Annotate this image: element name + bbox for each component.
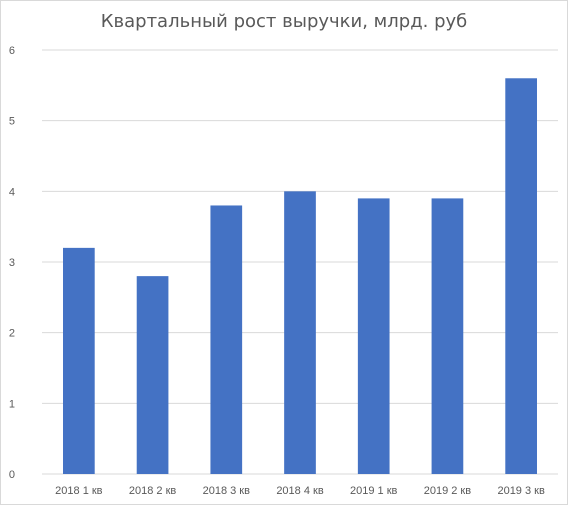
y-tick-label: 6	[9, 45, 15, 57]
x-tick-label: 2019 3 кв	[497, 485, 545, 497]
bar	[210, 205, 243, 474]
chart-title: Квартальный рост выручки, млрд. руб	[100, 11, 468, 32]
y-tick-label: 5	[9, 116, 15, 128]
y-tick-label: 1	[9, 398, 15, 410]
bar	[431, 198, 464, 474]
x-tick-label: 2018 4 кв	[276, 485, 324, 497]
bar	[63, 247, 95, 474]
x-tick-label: 2018 2 кв	[129, 485, 177, 497]
y-tick-label: 2	[9, 328, 15, 340]
x-tick-label: 2019 2 кв	[424, 485, 472, 497]
y-tick-label: 3	[9, 257, 15, 269]
y-tick-label: 0	[9, 469, 15, 481]
x-tick-label: 2019 1 кв	[350, 485, 398, 497]
x-tick-label: 2018 1 кв	[55, 485, 103, 497]
bar	[136, 276, 169, 474]
bar	[284, 191, 316, 475]
y-tick-label: 4	[9, 186, 15, 198]
bar	[505, 78, 537, 475]
x-tick-label: 2018 3 кв	[203, 485, 251, 497]
bar	[357, 198, 390, 474]
